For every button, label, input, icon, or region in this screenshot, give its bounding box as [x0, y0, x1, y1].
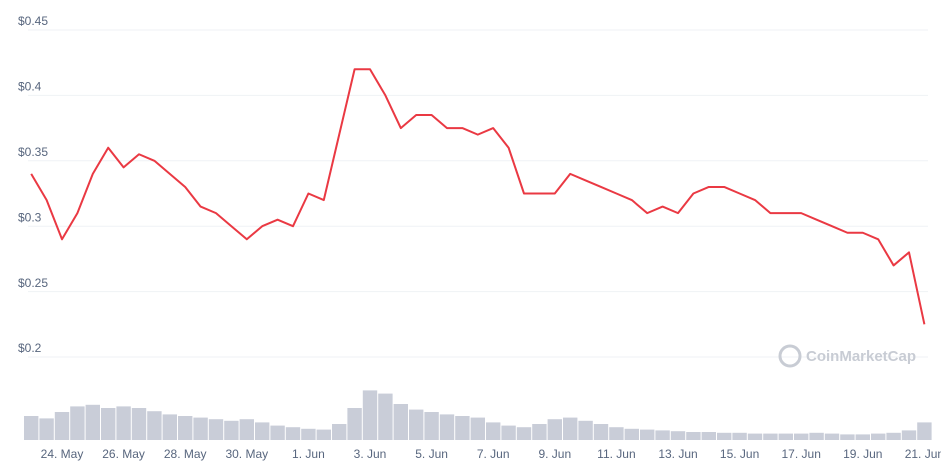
volume-bar — [193, 417, 208, 440]
price-line — [30, 68, 926, 325]
volume-bar — [516, 427, 532, 440]
volume-bar — [624, 428, 639, 440]
x-tick-label: 3. Jun — [354, 447, 387, 461]
y-tick-label: $0.45 — [18, 14, 48, 28]
volume-bar — [609, 427, 624, 440]
x-tick-label: 11. Jun — [597, 447, 635, 461]
x-tick-label: 26. May — [102, 447, 145, 461]
volume-bar — [409, 409, 424, 440]
volume-bar — [178, 416, 193, 440]
volume-bar — [332, 424, 347, 440]
x-tick-label: 7. Jun — [477, 447, 510, 461]
volume-bar — [732, 432, 747, 440]
volume-bar — [316, 429, 331, 440]
x-tick-label: 15. Jun — [720, 447, 759, 461]
volume-bar — [886, 432, 901, 440]
y-tick-label: $0.3 — [18, 210, 42, 224]
x-tick-label: 19. Jun — [843, 447, 882, 461]
x-tick-label: 9. Jun — [538, 447, 571, 461]
volume-bar — [686, 432, 701, 440]
volume-bar — [270, 425, 285, 440]
x-tick-label: 24. May — [41, 447, 84, 461]
volume-bar — [547, 419, 562, 440]
y-tick-label: $0.35 — [18, 145, 48, 159]
volume-bar — [285, 427, 301, 440]
volume-bar — [578, 420, 593, 440]
volume-bar — [455, 416, 470, 440]
volume-bar — [255, 422, 270, 440]
volume-bar — [301, 428, 316, 440]
watermark: CoinMarketCap — [778, 344, 916, 368]
volume-bar — [563, 417, 578, 440]
volume-bar — [470, 417, 485, 440]
volume-bar — [778, 433, 793, 440]
x-tick-label: 17. Jun — [782, 447, 821, 461]
x-tick-label: 21. Jun — [905, 447, 941, 461]
volume-bar — [917, 422, 932, 440]
y-tick-label: $0.25 — [18, 276, 48, 290]
volume-bar — [362, 390, 378, 440]
volume-bar — [239, 419, 254, 440]
volume-bar — [809, 432, 824, 440]
volume-bar — [593, 424, 609, 440]
x-tick-label: 5. Jun — [415, 447, 448, 461]
volume-bar — [901, 430, 917, 440]
y-tick-label: $0.2 — [18, 341, 42, 355]
volume-bar — [532, 424, 547, 440]
volume-bar — [717, 432, 732, 440]
x-tick-label: 30. May — [225, 447, 268, 461]
volume-bar — [116, 406, 131, 440]
volume-bar — [747, 433, 763, 440]
volume-bar — [439, 414, 455, 440]
volume-bar — [794, 433, 809, 440]
volume-bar — [855, 434, 870, 440]
volume-bar — [347, 408, 362, 440]
volume-bar — [85, 404, 100, 440]
volume-bar — [378, 393, 393, 440]
volume-bar — [24, 416, 39, 440]
volume-bar — [824, 433, 840, 440]
volume-bar — [486, 422, 501, 440]
volume-bar — [871, 433, 886, 440]
volume-bar — [501, 425, 516, 440]
volume-bar — [224, 420, 239, 440]
volume-bar — [70, 406, 85, 440]
volume-bar — [101, 408, 116, 440]
y-tick-label: $0.4 — [18, 80, 42, 94]
volume-bar — [162, 414, 177, 440]
x-tick-label: 28. May — [164, 447, 207, 461]
volume-bar — [39, 418, 54, 440]
volume-bar — [670, 431, 686, 440]
plot: $0.2 $0.25 $0.3 $0.35 $0.4 $0.45 24. May 26. Ma… — [18, 14, 941, 461]
volume-bar — [763, 433, 778, 440]
volume-bar — [147, 411, 162, 440]
volume-bar — [640, 429, 655, 440]
volume-bar — [208, 419, 224, 440]
volume-bar — [655, 430, 670, 440]
volume-bar — [393, 404, 408, 440]
volume-bar — [701, 432, 716, 440]
volume-bar — [424, 412, 439, 440]
watermark-text: CoinMarketCap — [806, 348, 916, 365]
x-tick-label: 13. Jun — [658, 447, 697, 461]
watermark-logo — [778, 344, 802, 368]
x-tick-label: 1. Jun — [292, 447, 325, 461]
volume-bar — [131, 408, 147, 440]
volume-bar — [840, 434, 855, 440]
volume-bar — [54, 412, 70, 440]
